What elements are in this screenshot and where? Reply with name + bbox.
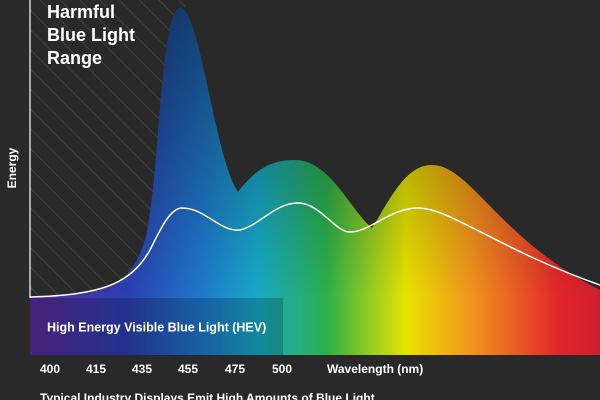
x-tick-label: 500 <box>272 362 292 376</box>
spectrum-shade <box>30 8 600 298</box>
x-tick-label: 400 <box>40 362 60 376</box>
x-tick-label: 455 <box>178 362 198 376</box>
x-tick-label: 475 <box>225 362 245 376</box>
x-axis-label: Wavelength (nm) <box>327 362 423 376</box>
title-line: Harmful <box>47 2 115 22</box>
display-emission-curve <box>29 202 600 298</box>
title-line: Range <box>47 48 102 68</box>
band-label: High Energy Visible Blue Light (HEV) <box>47 320 266 334</box>
hev-band <box>30 298 283 355</box>
x-tick-label: 415 <box>86 362 106 376</box>
y-axis-label: Energy <box>5 147 19 188</box>
title-line: Blue Light <box>47 25 135 45</box>
spectrum-band <box>30 298 600 355</box>
caption: Typical Industry Displays Emit High Amou… <box>40 391 375 400</box>
x-tick-label: 435 <box>132 362 152 376</box>
